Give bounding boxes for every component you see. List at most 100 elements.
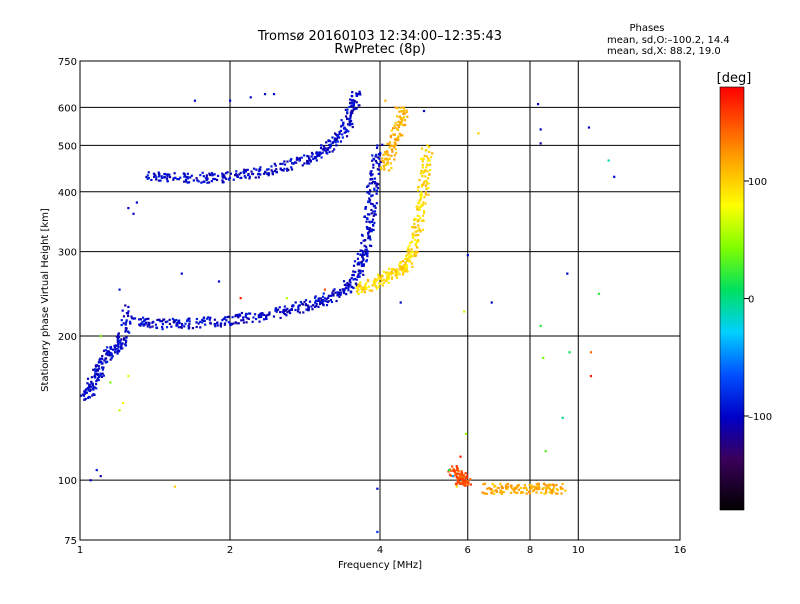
data-point — [587, 126, 591, 129]
data-point — [391, 144, 395, 148]
data-point — [359, 269, 362, 272]
data-point — [95, 387, 98, 390]
data-point — [351, 101, 354, 105]
data-point — [376, 487, 379, 490]
data-point — [372, 210, 375, 213]
data-point — [345, 284, 348, 287]
data-point — [369, 178, 372, 181]
data-point — [387, 277, 390, 281]
data-point — [409, 241, 412, 244]
data-point — [180, 272, 183, 275]
data-point — [403, 112, 407, 115]
data-point — [270, 165, 273, 168]
data-point — [522, 486, 526, 490]
data-point — [510, 491, 513, 494]
data-point — [285, 314, 288, 317]
data-point — [537, 483, 540, 486]
data-point — [297, 308, 300, 311]
data-point — [202, 175, 205, 178]
data-point — [201, 171, 204, 174]
data-point — [104, 357, 108, 360]
data-point — [307, 305, 310, 308]
data-point — [94, 373, 97, 376]
data-point — [282, 169, 285, 172]
data-point — [378, 275, 381, 278]
data-point — [337, 294, 340, 297]
data-point — [132, 212, 135, 215]
data-point — [370, 289, 374, 292]
data-point — [421, 160, 424, 163]
data-point — [401, 267, 405, 271]
data-point — [344, 287, 348, 290]
data-point — [336, 292, 339, 295]
data-point — [377, 285, 380, 288]
data-point — [349, 283, 352, 287]
data-point — [359, 253, 362, 256]
data-point — [86, 377, 90, 380]
data-point — [90, 376, 93, 379]
data-point — [357, 288, 360, 292]
data-point — [258, 320, 261, 323]
data-point — [366, 217, 369, 221]
data-point — [374, 213, 377, 216]
data-point — [466, 482, 469, 485]
data-point — [185, 180, 188, 183]
data-point — [144, 323, 147, 326]
data-point — [499, 482, 502, 485]
data-point — [243, 175, 246, 178]
data-point — [350, 285, 353, 289]
data-point — [379, 151, 382, 155]
data-point — [93, 375, 96, 378]
data-point — [388, 142, 391, 146]
data-point — [310, 155, 313, 158]
data-point — [183, 172, 186, 176]
data-point — [387, 275, 390, 278]
data-point — [359, 284, 362, 287]
x-tick-label: 4 — [377, 545, 383, 556]
data-point — [455, 485, 458, 488]
data-point — [404, 267, 407, 271]
data-point — [394, 143, 397, 146]
data-point — [299, 300, 302, 304]
data-point — [117, 345, 120, 348]
data-point — [189, 176, 192, 179]
data-point — [362, 239, 365, 242]
data-point — [246, 317, 249, 320]
data-point — [346, 117, 349, 120]
data-point — [265, 314, 268, 317]
data-point — [312, 303, 315, 307]
data-point — [335, 144, 338, 147]
data-point — [255, 168, 258, 171]
data-point — [375, 146, 379, 150]
data-point — [340, 125, 343, 128]
data-point — [405, 109, 408, 112]
data-point — [222, 173, 225, 176]
data-point — [516, 485, 519, 488]
data-point — [267, 172, 271, 176]
data-point — [327, 146, 330, 150]
data-point — [372, 228, 375, 232]
data-point — [247, 312, 251, 315]
data-point — [351, 99, 354, 102]
data-point — [342, 121, 345, 124]
data-point — [421, 214, 425, 217]
data-point — [291, 304, 294, 307]
data-point — [295, 161, 298, 164]
data-point — [314, 295, 317, 298]
data-point — [247, 172, 250, 176]
data-point — [414, 218, 418, 221]
data-point — [399, 122, 402, 125]
data-point — [232, 322, 235, 325]
data-point — [177, 320, 180, 324]
data-point — [382, 153, 385, 156]
data-point — [216, 174, 220, 178]
data-point — [248, 177, 251, 180]
data-point — [303, 162, 306, 165]
data-point — [178, 319, 181, 322]
stats-x-mode: mean, sd,X: 88.2, 19.0 — [607, 46, 721, 57]
data-point — [99, 357, 102, 360]
data-point — [195, 317, 199, 321]
data-point — [247, 317, 250, 320]
data-point — [417, 218, 420, 221]
data-point — [517, 488, 520, 491]
